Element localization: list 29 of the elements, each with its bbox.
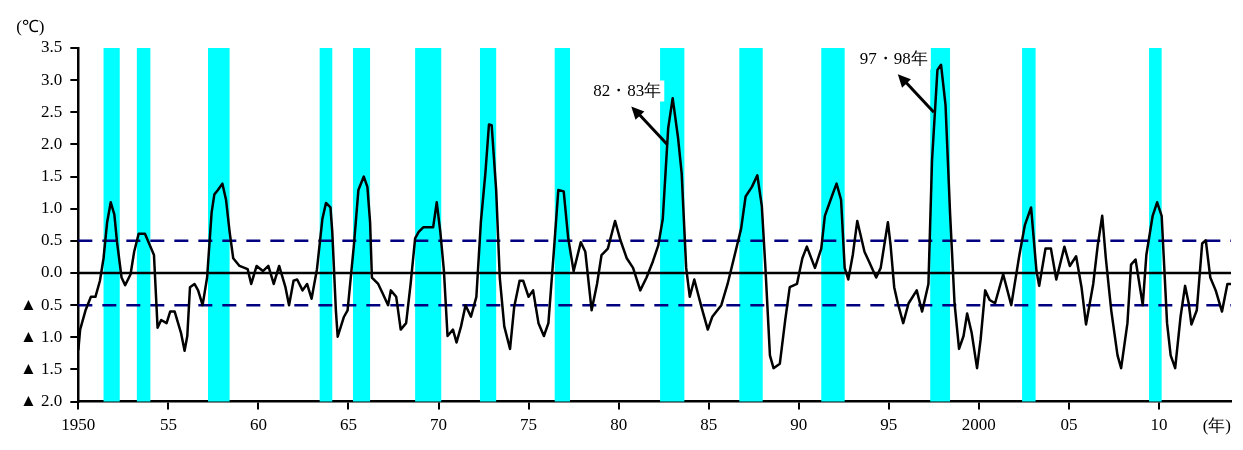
x-axis-title: (年): [1202, 415, 1231, 435]
y-tick-label: 3.5: [41, 37, 63, 57]
y-tick-label: 0.0: [41, 262, 63, 282]
x-tick-label: 55: [159, 415, 177, 435]
y-tick-label: 0.5: [41, 230, 63, 250]
y-tick-label: 1.0: [41, 198, 63, 218]
y-axis-title: (℃): [16, 16, 45, 36]
y-tick-label: ▲ 1.5: [20, 358, 63, 378]
annotation: 82・83年: [593, 81, 662, 101]
x-tick-label: 95: [880, 415, 898, 435]
x-tick-label: 05: [1060, 415, 1078, 435]
y-tick-label: ▲ 0.5: [20, 294, 63, 314]
x-tick-label: 70: [430, 415, 448, 435]
x-tick-label: 65: [339, 415, 357, 435]
annotation: 97・98年: [859, 49, 928, 69]
y-tick-label: ▲ 2.0: [20, 391, 63, 411]
x-tick-label: 60: [249, 415, 267, 435]
x-tick-label: 80: [610, 415, 628, 435]
x-tick-label: 90: [790, 415, 808, 435]
x-tick-label: 2000: [961, 415, 996, 435]
y-tick-label: 2.5: [41, 101, 63, 121]
x-tick-label: 10: [1150, 415, 1168, 435]
x-tick-label: 1950: [61, 415, 96, 435]
y-tick-label: 3.0: [41, 69, 63, 89]
y-tick-label: 2.0: [41, 133, 63, 153]
x-tick-label: 75: [520, 415, 538, 435]
y-tick-label: ▲ 1.0: [20, 326, 63, 346]
x-tick-label: 85: [700, 415, 718, 435]
y-tick-label: 1.5: [41, 166, 63, 186]
